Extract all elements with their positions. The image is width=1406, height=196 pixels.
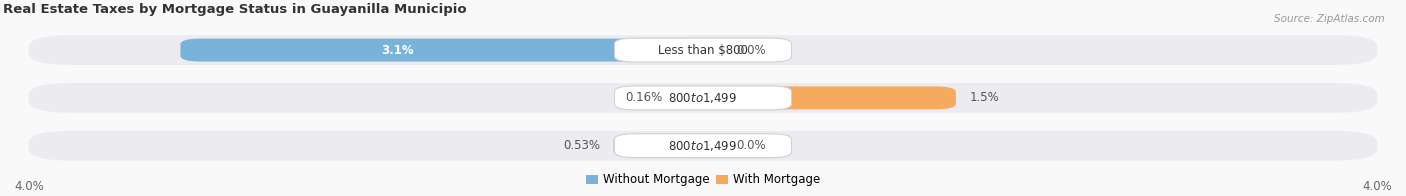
FancyBboxPatch shape <box>614 134 792 158</box>
Text: 0.53%: 0.53% <box>564 139 600 152</box>
Text: 3.1%: 3.1% <box>381 44 413 57</box>
FancyBboxPatch shape <box>676 86 703 109</box>
FancyBboxPatch shape <box>613 134 703 157</box>
Legend: Without Mortgage, With Mortgage: Without Mortgage, With Mortgage <box>581 169 825 191</box>
FancyBboxPatch shape <box>28 83 1378 113</box>
Text: Less than $800: Less than $800 <box>658 44 748 57</box>
Text: 0.0%: 0.0% <box>737 139 766 152</box>
Text: 0.0%: 0.0% <box>737 44 766 57</box>
FancyBboxPatch shape <box>614 38 792 62</box>
FancyBboxPatch shape <box>703 86 956 109</box>
Text: Source: ZipAtlas.com: Source: ZipAtlas.com <box>1274 14 1385 24</box>
FancyBboxPatch shape <box>28 131 1378 161</box>
Text: $800 to $1,499: $800 to $1,499 <box>668 91 738 105</box>
Text: $800 to $1,499: $800 to $1,499 <box>668 139 738 153</box>
FancyBboxPatch shape <box>614 86 792 110</box>
FancyBboxPatch shape <box>28 35 1378 65</box>
Text: Real Estate Taxes by Mortgage Status in Guayanilla Municipio: Real Estate Taxes by Mortgage Status in … <box>3 4 467 16</box>
Text: 0.16%: 0.16% <box>626 91 662 104</box>
FancyBboxPatch shape <box>180 39 703 62</box>
Text: 1.5%: 1.5% <box>969 91 1000 104</box>
FancyBboxPatch shape <box>703 39 723 62</box>
FancyBboxPatch shape <box>703 134 723 157</box>
